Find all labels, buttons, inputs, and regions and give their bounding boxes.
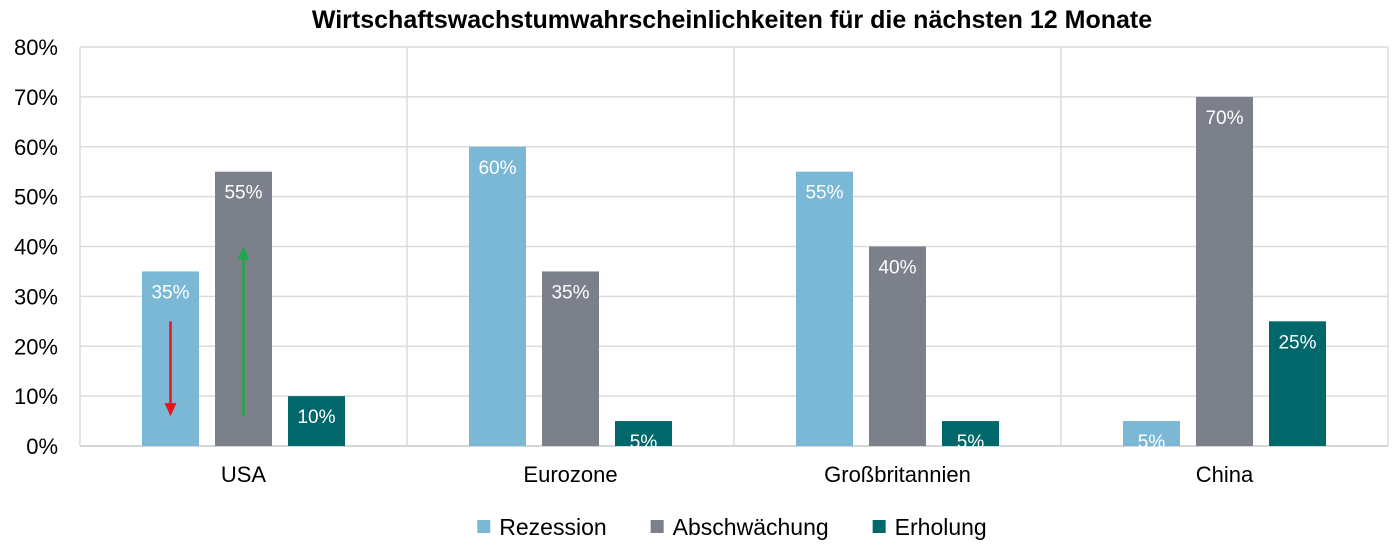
legend-swatch xyxy=(650,520,664,533)
y-axis-ticks: 0% 10% 20% 30% 40% 50% 60% 70% 80% xyxy=(14,35,58,459)
y-tick-label: 60% xyxy=(14,135,58,160)
annotation-arrows xyxy=(164,246,250,417)
chart-title: Wirtschaftswachstumwahrscheinlichkeiten … xyxy=(312,6,1152,34)
y-tick-label: 80% xyxy=(14,35,58,60)
bar-abschwächung-2 xyxy=(869,246,926,446)
bar-erholung-2 xyxy=(942,421,999,446)
x-category-label: China xyxy=(1196,462,1254,487)
bars xyxy=(142,96,1326,446)
legend-swatch xyxy=(872,520,886,533)
bar-rezession-3 xyxy=(1123,421,1180,446)
y-tick-label: 0% xyxy=(26,434,58,459)
legend-swatch xyxy=(477,520,491,533)
bar-abschwächung-1 xyxy=(542,271,599,446)
data-label: 5% xyxy=(1138,432,1166,453)
data-label: 5% xyxy=(957,432,985,453)
y-tick-label: 70% xyxy=(14,85,58,110)
legend-label: Rezession xyxy=(499,514,606,540)
y-tick-label: 20% xyxy=(14,334,58,359)
data-label: 35% xyxy=(151,282,189,303)
data-label: 35% xyxy=(551,282,589,303)
bar-abschwächung-3 xyxy=(1196,96,1253,446)
data-label: 55% xyxy=(224,183,262,204)
y-tick-label: 40% xyxy=(14,235,58,260)
legend-label: Abschwächung xyxy=(673,514,829,540)
data-label: 10% xyxy=(297,407,335,428)
legend-label: Erholung xyxy=(895,514,987,540)
data-label: 25% xyxy=(1278,332,1316,353)
x-category-label: USA xyxy=(221,462,267,487)
bar-erholung-3 xyxy=(1269,321,1326,446)
bar-rezession-1 xyxy=(469,146,526,446)
data-label: 40% xyxy=(878,258,916,279)
data-label: 5% xyxy=(630,432,658,453)
bar-erholung-1 xyxy=(615,421,672,446)
x-axis-categories: USA Eurozone Großbritannien China xyxy=(221,462,1254,487)
data-label: 60% xyxy=(478,158,516,179)
y-tick-label: 10% xyxy=(14,384,58,409)
y-tick-label: 50% xyxy=(14,185,58,210)
y-tick-label: 30% xyxy=(14,284,58,309)
data-labels: 35% 55% 10% 60% 35% 5% 55% 40% 5% 5% 70% 25% xyxy=(151,108,1316,453)
x-category-label: Großbritannien xyxy=(824,462,971,487)
data-label: 70% xyxy=(1205,108,1243,129)
arrow-up-icon xyxy=(237,246,250,260)
bar-rezession-2 xyxy=(796,171,853,446)
arrow-down-icon xyxy=(164,403,177,417)
legend: Rezession Abschwächung Erholung xyxy=(477,514,987,540)
data-label: 55% xyxy=(805,183,843,204)
x-category-label: Eurozone xyxy=(523,462,617,487)
bar-erholung-0 xyxy=(288,396,345,446)
gridlines xyxy=(79,46,1389,447)
